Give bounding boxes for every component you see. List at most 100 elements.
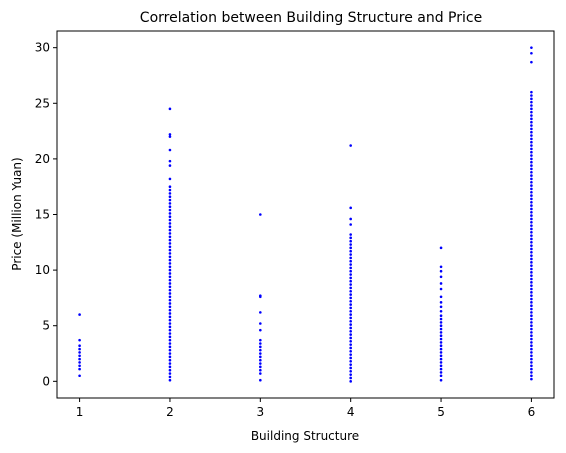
data-point: [530, 180, 533, 184]
data-point: [349, 289, 352, 293]
x-axis-label: Building Structure: [251, 429, 359, 443]
data-point: [349, 144, 352, 147]
data-point: [349, 309, 352, 313]
data-point: [259, 368, 262, 372]
data-point: [78, 347, 81, 351]
data-point: [439, 317, 443, 321]
data-point: [530, 374, 533, 378]
data-point: [530, 377, 533, 381]
data-point: [530, 157, 533, 161]
data-point: [439, 321, 443, 324]
data-point: [168, 148, 172, 152]
x-tick-label: 5: [437, 405, 445, 419]
data-point: [349, 246, 352, 250]
data-point: [439, 309, 443, 313]
data-point: [530, 264, 533, 267]
data-point: [168, 322, 172, 325]
y-tick-label: 20: [35, 152, 50, 166]
data-point: [530, 120, 533, 124]
data-point: [530, 317, 533, 321]
data-point: [168, 177, 172, 181]
data-point: [530, 327, 533, 331]
data-point: [349, 249, 352, 253]
data-point: [530, 100, 533, 104]
data-point: [439, 367, 443, 371]
data-point: [168, 375, 172, 379]
data-point: [530, 60, 533, 64]
data-point: [439, 364, 443, 368]
data-point: [349, 316, 352, 320]
data-point: [259, 352, 262, 355]
data-point: [168, 218, 172, 222]
data-point: [78, 354, 81, 358]
data-point: [530, 127, 533, 131]
data-point: [349, 319, 352, 323]
data-point: [168, 255, 172, 259]
data-point: [530, 324, 533, 328]
data-point: [78, 374, 81, 378]
data-point: [349, 299, 352, 303]
plot-frame: [56, 30, 555, 399]
data-point: [259, 295, 262, 299]
data-point: [530, 277, 533, 281]
data-point: [168, 245, 172, 249]
data-point: [530, 147, 533, 151]
data-point: [168, 235, 172, 239]
data-point: [349, 346, 352, 350]
data-point: [349, 313, 352, 316]
data-point: [530, 341, 533, 344]
data-point: [168, 355, 172, 359]
data-point: [439, 282, 443, 285]
data-point: [168, 208, 172, 212]
data-point: [349, 233, 352, 236]
data-point: [439, 361, 443, 364]
data-point: [530, 160, 533, 164]
data-point: [530, 337, 533, 341]
data-point: [439, 275, 443, 279]
data-point: [168, 192, 172, 195]
data-point: [439, 374, 443, 378]
data-point: [530, 294, 533, 297]
data-point: [168, 378, 172, 382]
data-point: [530, 90, 533, 94]
data-point: [439, 327, 443, 331]
data-point: [168, 205, 172, 209]
data-point: [530, 214, 533, 217]
data-point: [168, 195, 172, 199]
data-point: [530, 311, 533, 314]
data-point: [78, 364, 81, 368]
data-point: [168, 358, 172, 362]
x-tick-label: 1: [76, 405, 84, 419]
data-point: [168, 328, 172, 332]
data-point: [259, 362, 262, 365]
data-point: [439, 347, 443, 351]
data-point: [349, 360, 352, 363]
data-point: [530, 210, 533, 214]
data-point: [259, 365, 262, 369]
y-tick-label: 10: [35, 263, 50, 277]
data-point: [349, 259, 352, 263]
data-point: [530, 117, 533, 121]
data-point: [530, 197, 533, 201]
data-point: [168, 232, 172, 235]
data-point: [168, 202, 172, 205]
data-point: [439, 305, 443, 309]
data-point: [349, 279, 352, 283]
data-point: [530, 301, 533, 304]
data-point: [168, 212, 172, 215]
data-point: [349, 296, 352, 300]
data-point: [530, 144, 533, 147]
data-point: [349, 217, 352, 221]
chart-title: Correlation between Building Structure a…: [140, 10, 482, 26]
data-point: [439, 344, 443, 348]
data-point: [168, 133, 172, 136]
data-point: [349, 286, 352, 290]
x-axis-ticks: 1 2 3 4 5 6: [76, 398, 535, 419]
data-point: [530, 137, 533, 141]
data-point: [168, 285, 172, 289]
data-point: [349, 253, 352, 256]
data-point: [439, 314, 443, 318]
data-point: [439, 287, 443, 291]
data-point: [168, 348, 172, 352]
data-point: [530, 254, 533, 257]
